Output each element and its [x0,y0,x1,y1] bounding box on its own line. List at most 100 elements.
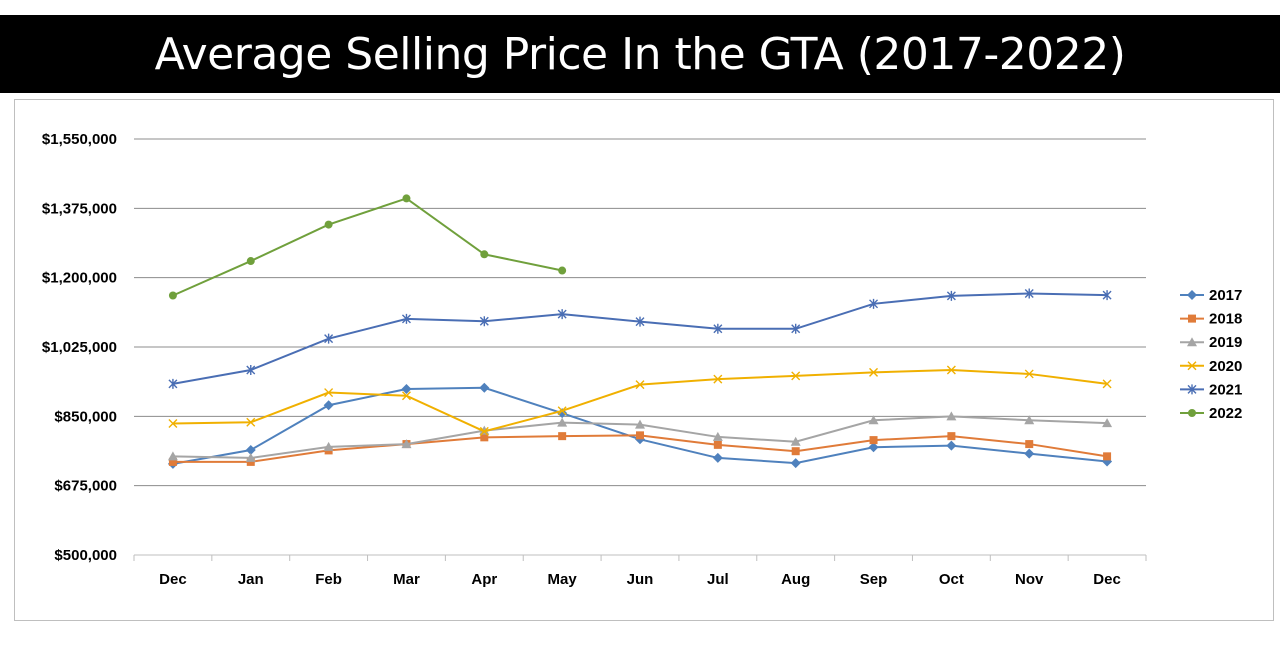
data-point-2020 [557,406,567,416]
data-point-2017 [712,452,723,463]
x-tick-label: Apr [471,571,497,588]
data-point-2019 [557,417,568,427]
data-point-2018 [1103,452,1112,461]
data-point-2019 [946,411,957,421]
data-point-2020 [635,380,645,390]
y-tick-label: $1,200,000 [42,270,117,287]
x-tick-label: Aug [781,571,810,588]
data-point-2021 [791,323,801,334]
data-point-2018 [480,433,489,442]
data-point-2020 [1102,379,1112,389]
data-point-2022 [480,250,489,259]
data-point-2022 [558,266,567,275]
data-point-2021 [635,316,645,327]
legend-label: 2018 [1209,311,1242,328]
data-point-2021 [324,333,334,344]
data-point-2019 [635,419,645,429]
title-bar: Average Selling Price In the GTA (2017-2… [0,15,1280,93]
y-tick-label: $1,550,000 [42,131,117,148]
data-point-2018 [636,431,644,440]
data-point-2022 [324,220,333,229]
data-point-2020 [1024,369,1034,379]
x-tick-label: Dec [1093,571,1121,588]
data-point-2022 [402,194,411,203]
x-tick-label: Feb [315,571,342,588]
x-tick-label: Sep [860,571,888,588]
data-point-2019 [245,452,256,462]
data-point-2020 [869,367,879,377]
y-tick-label: $1,025,000 [42,339,117,356]
series-line-2022 [172,197,563,297]
data-point-2021 [869,298,879,309]
x-tick-label: Jun [627,571,654,588]
data-point-2021 [1102,290,1112,301]
legend-label: 2022 [1209,405,1242,422]
legend-label: 2019 [1209,334,1242,351]
data-point-2019 [401,439,412,449]
data-point-2020 [946,365,956,375]
data-point-2020 [713,374,723,384]
data-point-2017 [1024,448,1035,459]
data-point-2018 [558,432,567,441]
data-point-2022 [246,257,255,266]
data-point-2017 [323,400,334,411]
legend-label: 2020 [1209,358,1242,375]
y-tick-label: $500,000 [54,547,117,564]
data-point-2017 [868,442,879,453]
data-point-2018 [713,440,722,449]
y-tick-label: $850,000 [54,408,117,425]
data-point-2021 [557,309,567,320]
data-point-2019 [868,415,879,425]
legend-label: 2021 [1209,381,1242,398]
data-point-2019 [790,436,801,446]
legend-marker [1187,290,1197,300]
data-point-2021 [946,290,956,301]
data-point-2019 [1024,415,1035,425]
x-tick-label: Oct [939,571,964,588]
data-point-2017 [946,440,957,451]
x-tick-label: May [548,571,578,588]
y-tick-label: $1,375,000 [42,200,117,217]
data-point-2020 [401,391,411,401]
data-point-2021 [246,364,256,375]
data-point-2019 [323,441,334,451]
data-point-2021 [479,316,489,327]
data-point-2017 [245,445,256,456]
data-point-2020 [246,417,256,427]
data-point-2021 [713,323,723,334]
data-point-2019 [1102,418,1113,428]
data-point-2019 [167,451,178,461]
data-point-2018 [791,447,800,456]
legend-marker [1188,314,1196,323]
legend-marker [1188,409,1196,417]
data-point-2021 [168,378,178,389]
data-point-2017 [479,382,490,393]
x-tick-label: Nov [1015,571,1044,588]
data-point-2017 [790,458,801,469]
legend-marker [1187,384,1197,395]
data-point-2020 [479,426,489,436]
chart-frame [14,99,1274,621]
data-point-2021 [401,313,411,324]
data-point-2017 [401,383,412,394]
data-point-2018 [168,457,177,466]
data-point-2018 [1025,440,1034,449]
data-point-2020 [168,418,178,428]
x-tick-label: Dec [159,571,187,588]
data-point-2018 [869,436,878,445]
data-point-2021 [1024,288,1034,299]
x-tick-label: Jul [707,571,729,588]
legend-marker [1187,337,1197,347]
legend-marker [1187,361,1197,371]
chart-title: Average Selling Price In the GTA (2017-2… [154,28,1126,80]
y-tick-label: $675,000 [54,478,117,495]
data-point-2018 [947,432,956,441]
x-tick-label: Jan [238,571,264,588]
data-point-2022 [168,291,177,300]
data-point-2019 [712,431,723,441]
data-point-2020 [791,371,801,381]
data-point-2020 [324,388,334,398]
legend-label: 2017 [1209,287,1242,304]
data-point-2019 [479,425,490,435]
